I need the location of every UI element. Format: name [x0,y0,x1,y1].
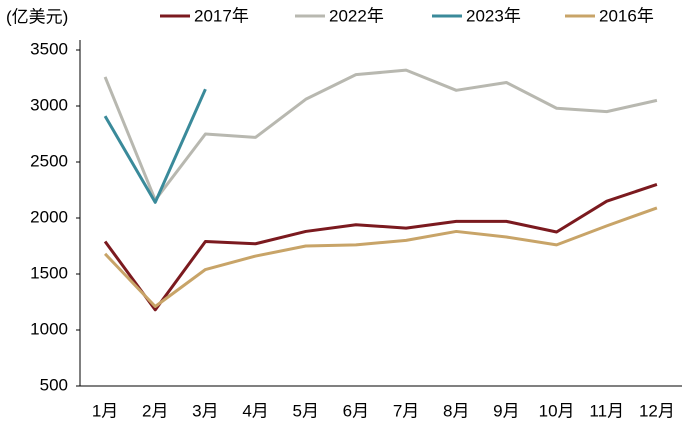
series-line [103,68,658,202]
y-tick-label: 1500 [30,263,68,282]
unit-label: (亿美元) [6,7,68,26]
x-tick-label: 6月 [343,401,369,420]
x-tick-label: 11月 [589,401,624,420]
y-tick-label: 3000 [30,95,68,114]
x-tick-label: 9月 [493,401,519,420]
x-tick-label: 4月 [242,401,268,420]
series-line [103,88,207,204]
y-tick-label: 1000 [30,319,68,338]
legend-label: 2016年 [599,6,654,25]
legend-label: 2022年 [329,6,384,25]
legend-label: 2017年 [194,6,249,25]
x-tick-label: 1月 [92,401,118,420]
y-tick-label: 2500 [30,151,68,170]
x-tick-label: 2月 [142,401,168,420]
y-tick-label: 3500 [30,39,68,58]
x-tick-label: 5月 [293,401,319,420]
x-tick-label: 8月 [443,401,469,420]
series-line [103,206,658,308]
y-tick-label: 2000 [30,207,68,226]
x-tick-label: 10月 [539,401,575,420]
y-tick-label: 500 [40,375,68,394]
legend-label: 2023年 [466,6,521,25]
x-tick-label: 7月 [393,401,419,420]
x-tick-label: 12月 [639,401,675,420]
series-line [103,182,658,312]
x-tick-label: 3月 [192,401,218,420]
